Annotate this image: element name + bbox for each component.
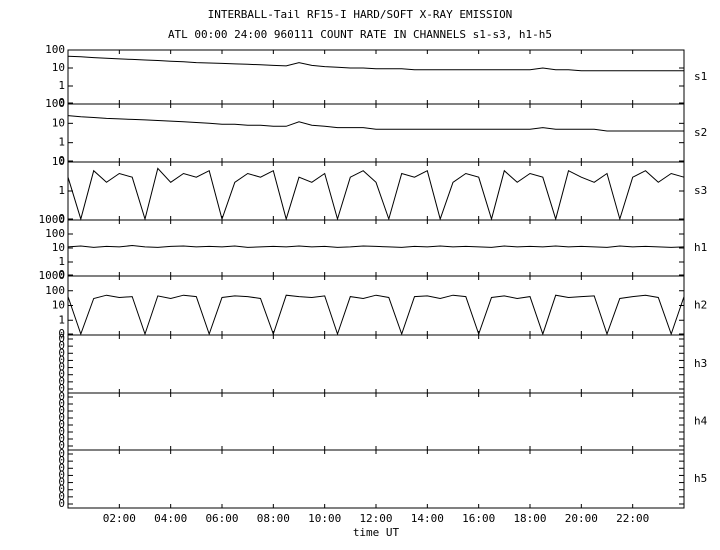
- y-tick-label: 0: [58, 382, 65, 395]
- panel-frame: [67, 449, 685, 509]
- panel-frame: [67, 334, 685, 394]
- y-tick-label: 0: [58, 454, 65, 467]
- x-axis-label: time UT: [353, 526, 400, 539]
- y-tick-label: 10: [52, 116, 65, 129]
- y-tick-label: 0: [58, 375, 65, 388]
- y-tick-label: 0: [58, 212, 65, 225]
- y-tick-label: 0: [58, 332, 65, 345]
- y-tick-label: 0: [58, 353, 65, 366]
- y-tick-label: 0: [58, 476, 65, 489]
- y-tick-label: 10: [52, 155, 65, 168]
- y-tick-label: 0: [58, 346, 65, 359]
- y-tick-label: 0: [58, 497, 65, 510]
- x-tick-label: 18:00: [513, 512, 546, 525]
- y-tick-label: 10: [52, 241, 65, 254]
- y-tick-label: 1: [58, 184, 65, 197]
- y-tick-label: 1: [58, 79, 65, 92]
- chart-subtitle: ATL 00:00 24:00 960111 COUNT RATE IN CHA…: [168, 28, 552, 41]
- y-tick-label: 0: [58, 461, 65, 474]
- x-tick-label: 06:00: [205, 512, 238, 525]
- panel-label: h1: [694, 241, 707, 254]
- panel-frame: [67, 275, 685, 336]
- series-line: [67, 115, 684, 132]
- y-tick-label: 0: [58, 327, 65, 340]
- y-tick-label: 1000: [39, 213, 66, 226]
- y-tick-label: 100: [45, 284, 65, 297]
- x-tick-label: 08:00: [257, 512, 290, 525]
- y-tick-label: 10: [52, 299, 65, 312]
- panel-label: s3: [694, 184, 707, 197]
- x-tick-label: 14:00: [411, 512, 444, 525]
- x-tick-label: 04:00: [154, 512, 187, 525]
- panel-label: h3: [694, 357, 707, 370]
- y-tick-label: 1: [58, 255, 65, 268]
- panel-frame: [67, 392, 685, 451]
- y-tick-label: 0: [58, 397, 65, 410]
- y-tick-label: 1: [58, 313, 65, 326]
- y-tick-label: 0: [58, 268, 65, 281]
- panel-label: s1: [694, 70, 707, 83]
- x-tick-label: 10:00: [308, 512, 341, 525]
- x-tick-label: 02:00: [103, 512, 136, 525]
- y-tick-label: 0: [58, 425, 65, 438]
- x-tick-label: 20:00: [565, 512, 598, 525]
- panel-frame: [67, 49, 685, 105]
- y-tick-label: 0: [58, 418, 65, 431]
- panel-frame: [67, 103, 685, 163]
- series-line: [67, 167, 685, 221]
- y-tick-label: 0: [58, 404, 65, 417]
- y-tick-label: 0: [58, 468, 65, 481]
- panel-frame: [67, 219, 685, 277]
- panel-label: h4: [694, 415, 708, 428]
- y-tick-label: 10: [52, 61, 65, 74]
- y-tick-label: 0: [58, 154, 65, 167]
- panel-label: s2: [694, 126, 707, 139]
- y-tick-label: 0: [58, 368, 65, 381]
- series-line: [67, 244, 685, 248]
- y-tick-label: 0: [58, 432, 65, 445]
- chart-title: INTERBALL-Tail RF15-I HARD/SOFT X-RAY EM…: [208, 8, 513, 21]
- y-tick-label: 0: [58, 390, 65, 403]
- y-tick-label: 1: [58, 136, 65, 149]
- x-tick-label: 22:00: [616, 512, 649, 525]
- y-tick-label: 100: [45, 43, 65, 56]
- x-tick-label: 12:00: [359, 512, 392, 525]
- panel-label: h2: [694, 299, 707, 312]
- series-line: [67, 55, 684, 72]
- y-tick-label: 0: [58, 339, 65, 352]
- y-tick-label: 0: [58, 439, 65, 452]
- y-tick-label: 1000: [39, 269, 66, 282]
- y-tick-label: 0: [58, 483, 65, 496]
- y-tick-label: 100: [45, 227, 65, 240]
- y-tick-label: 0: [58, 361, 65, 374]
- y-tick-label: 0: [58, 490, 65, 503]
- x-tick-label: 16:00: [462, 512, 495, 525]
- y-tick-label: 0: [58, 96, 65, 109]
- series-line: [67, 294, 685, 336]
- y-tick-label: 100: [45, 97, 65, 110]
- panel-label: h5: [694, 472, 707, 485]
- y-tick-label: 0: [58, 447, 65, 460]
- y-tick-label: 0: [58, 411, 65, 424]
